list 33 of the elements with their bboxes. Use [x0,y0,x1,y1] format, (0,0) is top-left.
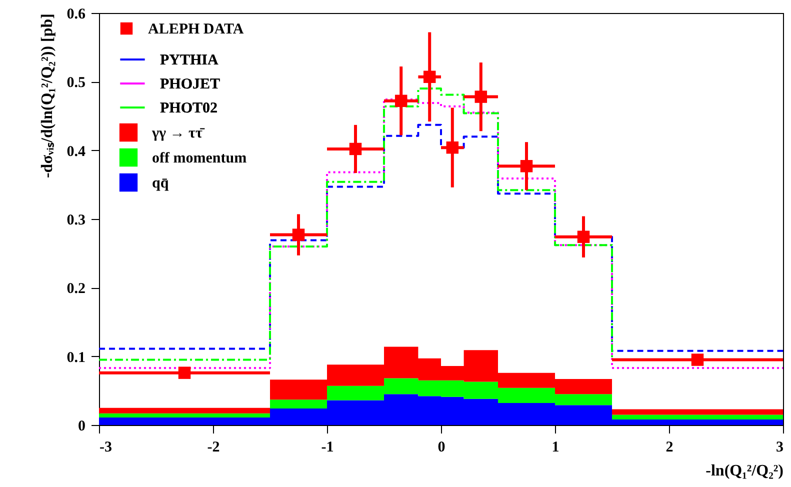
y-axis-title: -dσᵥᵢₛ/d(ln(Q₁²/Q₂²)) [pb] [38,14,56,178]
legend-label: ALEPH DATA [148,22,244,38]
legend-label: PYTHIA [160,52,219,68]
x-tick-label: 1 [552,440,560,456]
y-tick-label: 0.1 [66,350,86,366]
point [446,141,459,154]
point [423,70,436,83]
point [577,230,590,243]
point [520,160,533,172]
point [292,228,305,241]
x-tick-label: -2 [207,440,220,456]
x-tick-label: 0 [438,440,446,456]
legend-label: PHOJET [160,76,220,92]
point [349,142,362,156]
y-tick-label: 0 [78,418,86,434]
legend-label: qq̄ [152,176,170,192]
x-tick-label: 3 [776,440,784,456]
legend-label: γγ → ττ̄ [151,126,206,142]
point [474,90,488,103]
x-tick-label: -3 [100,440,112,456]
y-tick-label: 0.4 [66,144,86,160]
y-tick-label: 0.2 [66,281,86,298]
point [394,94,408,108]
y-tick-label: 0.3 [66,212,86,228]
x-axis-title: -ln(Q₁²/Q₂²) [706,462,784,480]
y-tick-label: 0.5 [66,75,86,92]
legend-label: off momentum [152,150,248,166]
legend-label: PHOT02 [160,100,218,116]
point [691,354,704,366]
x-tick-label: -1 [321,440,334,456]
point [178,366,191,379]
x-tick-label: 2 [666,440,674,456]
y-tick-label: 0.6 [66,6,86,22]
